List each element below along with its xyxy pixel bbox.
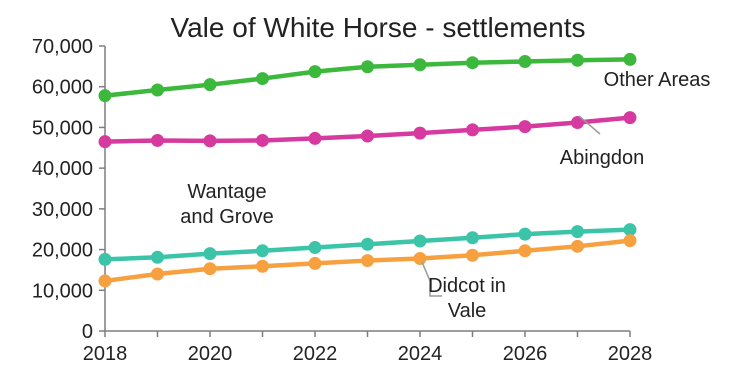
data-point <box>98 274 112 288</box>
y-tick-label: 60,000 <box>32 77 93 99</box>
data-point <box>361 129 374 143</box>
y-tick-label: 30,000 <box>32 199 93 221</box>
series-label-text: Wantage <box>187 181 266 203</box>
data-point <box>151 267 164 281</box>
series-label-text: Didcot in <box>428 275 506 297</box>
x-tick-label: 2026 <box>503 343 548 365</box>
series-label-text: Vale <box>448 300 487 322</box>
data-point <box>98 252 112 266</box>
data-point <box>361 60 374 74</box>
data-point <box>151 83 164 97</box>
leader-line <box>421 261 442 297</box>
data-point <box>308 131 322 145</box>
series-label-text: and Grove <box>180 206 273 228</box>
data-point <box>518 244 532 258</box>
data-point <box>518 120 532 134</box>
data-point <box>571 116 584 130</box>
data-point <box>151 250 164 264</box>
y-tick-label: 70,000 <box>32 36 93 58</box>
data-point <box>413 252 427 266</box>
data-point <box>571 225 584 239</box>
data-point <box>203 262 217 276</box>
data-point <box>466 248 479 262</box>
series-label-3: Didcot in Vale <box>421 261 506 322</box>
chart-title: Vale of White Horse - settlements <box>171 12 586 43</box>
data-point <box>98 89 112 103</box>
y-tick-label: 50,000 <box>32 117 93 139</box>
data-point <box>151 133 164 147</box>
data-point <box>203 247 217 261</box>
series-labels: Other Areas Abingdon Wantage and Grove Didco… <box>180 69 710 322</box>
series-label-text: Abingdon <box>560 147 645 169</box>
series-layer <box>98 52 637 288</box>
data-point <box>308 65 322 79</box>
data-point <box>623 52 637 66</box>
series-2 <box>98 223 637 266</box>
leader-line <box>578 115 601 135</box>
data-point <box>256 244 269 258</box>
data-point <box>518 227 532 241</box>
data-point <box>256 133 269 147</box>
data-point <box>203 78 217 92</box>
x-tick-label: 2028 <box>608 343 653 365</box>
y-tick-label: 10,000 <box>32 280 93 302</box>
y-tick-label: 0 <box>82 321 93 343</box>
data-point <box>466 231 479 245</box>
series-label-1: Abingdon <box>560 115 645 169</box>
data-point <box>466 123 479 137</box>
data-point <box>571 53 584 67</box>
y-tick-label: 20,000 <box>32 240 93 262</box>
data-point <box>571 239 584 253</box>
x-tick-label: 2018 <box>83 343 128 365</box>
series-label-0: Other Areas <box>604 69 711 91</box>
data-point <box>308 241 322 255</box>
x-tick-label: 2020 <box>188 343 233 365</box>
data-point <box>203 134 217 148</box>
axes: 0 10,000 20,000 30,000 40,000 50,000 60,000 70,… <box>32 36 652 365</box>
data-point <box>256 72 269 86</box>
data-point <box>361 254 374 268</box>
data-point <box>308 256 322 270</box>
series-label-text: Other Areas <box>604 69 711 91</box>
data-point <box>98 135 112 149</box>
series-label-2: Wantage and Grove <box>180 181 273 228</box>
series-3 <box>98 234 637 288</box>
data-point <box>256 259 269 273</box>
x-tick-label: 2022 <box>293 343 338 365</box>
data-point <box>413 234 427 248</box>
y-tick-label: 40,000 <box>32 158 93 180</box>
x-tick-label: 2024 <box>398 343 443 365</box>
series-0 <box>98 52 637 103</box>
data-point <box>413 126 427 140</box>
data-point <box>623 234 637 248</box>
data-point <box>623 111 637 125</box>
data-point <box>623 223 637 237</box>
data-point <box>466 56 479 70</box>
data-point <box>361 237 374 251</box>
data-point <box>413 58 427 72</box>
series-1 <box>98 111 637 149</box>
data-point <box>518 54 532 68</box>
